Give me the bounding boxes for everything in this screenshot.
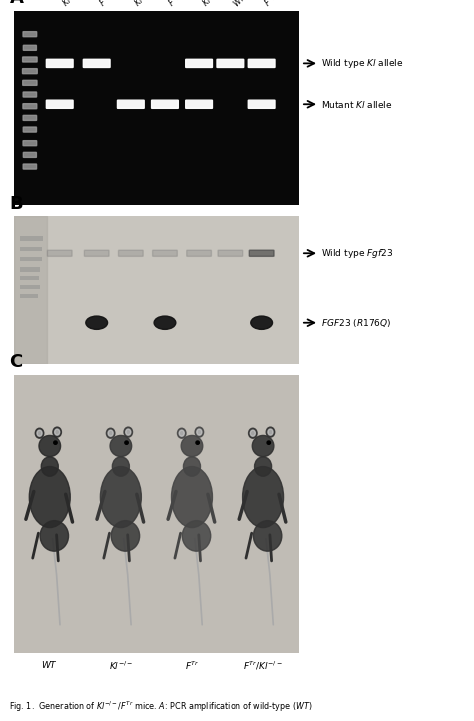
Ellipse shape (266, 427, 275, 437)
Ellipse shape (251, 316, 273, 329)
Text: $Kl^{-/-}$: $Kl^{-/-}$ (109, 659, 133, 671)
Ellipse shape (41, 457, 58, 477)
FancyBboxPatch shape (46, 59, 73, 68)
Text: $F^{Tr}$: $F^{Tr}$ (97, 0, 115, 9)
Text: $F^{Tr}/Kl^{+/-}$: $F^{Tr}/Kl^{+/-}$ (262, 0, 295, 9)
FancyBboxPatch shape (152, 100, 178, 108)
FancyBboxPatch shape (23, 45, 36, 50)
Bar (20, 294, 42, 298)
FancyBboxPatch shape (23, 32, 37, 37)
Ellipse shape (197, 429, 202, 435)
Ellipse shape (255, 457, 272, 477)
Text: B: B (9, 195, 23, 213)
Ellipse shape (40, 521, 69, 551)
FancyBboxPatch shape (218, 250, 243, 257)
Ellipse shape (179, 430, 184, 436)
Ellipse shape (106, 428, 115, 438)
Ellipse shape (111, 521, 140, 551)
Ellipse shape (268, 429, 273, 435)
Ellipse shape (124, 427, 133, 437)
Ellipse shape (100, 466, 141, 528)
Text: Fig. 1.  Generation of $Kl^{-/-}$/$F^{Tr}$ mice. $A$: PCR amplification of wild-: Fig. 1. Generation of $Kl^{-/-}$/$F^{Tr}… (9, 699, 313, 714)
Bar (20, 286, 40, 289)
Bar (20, 267, 39, 272)
FancyBboxPatch shape (248, 100, 275, 108)
Ellipse shape (183, 457, 201, 477)
Ellipse shape (35, 428, 44, 438)
Ellipse shape (86, 316, 108, 329)
Bar (20, 257, 41, 261)
Text: $WT$: $WT$ (41, 659, 58, 670)
Text: Mutant $Kl$ allele: Mutant $Kl$ allele (321, 99, 392, 110)
FancyBboxPatch shape (186, 100, 212, 108)
Ellipse shape (182, 521, 211, 551)
Ellipse shape (252, 435, 274, 456)
Text: $Kl^{+/-}$: $Kl^{+/-}$ (60, 0, 83, 9)
FancyBboxPatch shape (83, 59, 110, 68)
FancyBboxPatch shape (186, 59, 212, 68)
Text: Wild type $Fgf23$: Wild type $Fgf23$ (321, 247, 393, 260)
Ellipse shape (39, 435, 61, 456)
Text: $F^{Tr}/Kl^{-/-}$: $F^{Tr}/Kl^{-/-}$ (165, 0, 198, 9)
FancyBboxPatch shape (23, 92, 37, 97)
FancyBboxPatch shape (23, 68, 36, 74)
Ellipse shape (181, 435, 203, 456)
Ellipse shape (108, 430, 113, 436)
Ellipse shape (177, 428, 186, 438)
FancyBboxPatch shape (153, 250, 177, 257)
Ellipse shape (195, 427, 204, 437)
Ellipse shape (254, 521, 282, 551)
Ellipse shape (125, 441, 128, 444)
FancyBboxPatch shape (217, 59, 244, 68)
FancyBboxPatch shape (23, 127, 37, 132)
Text: C: C (9, 353, 23, 371)
FancyBboxPatch shape (22, 152, 37, 157)
Ellipse shape (112, 457, 129, 477)
FancyBboxPatch shape (84, 250, 109, 257)
Text: $Kl^{+/-}$: $Kl^{+/-}$ (199, 0, 223, 9)
Ellipse shape (196, 441, 200, 444)
FancyBboxPatch shape (46, 100, 73, 108)
FancyBboxPatch shape (23, 164, 36, 169)
Ellipse shape (154, 316, 176, 329)
Bar (20, 236, 40, 241)
Ellipse shape (54, 441, 57, 444)
Text: $Kl^{-/-}$: $Kl^{-/-}$ (131, 0, 155, 9)
FancyBboxPatch shape (248, 59, 275, 68)
FancyBboxPatch shape (47, 250, 72, 257)
Ellipse shape (53, 427, 62, 437)
Ellipse shape (172, 466, 212, 528)
FancyBboxPatch shape (23, 104, 37, 109)
Bar (20, 276, 42, 280)
FancyBboxPatch shape (23, 57, 36, 62)
Text: Wild type $Kl$ allele: Wild type $Kl$ allele (321, 57, 403, 70)
Ellipse shape (243, 466, 283, 528)
Ellipse shape (267, 441, 271, 444)
Ellipse shape (55, 429, 60, 435)
FancyBboxPatch shape (23, 80, 37, 85)
Ellipse shape (29, 466, 70, 528)
Ellipse shape (37, 430, 42, 436)
FancyBboxPatch shape (118, 250, 143, 257)
Text: $F^{Tr}$: $F^{Tr}$ (185, 659, 199, 671)
FancyBboxPatch shape (23, 141, 36, 146)
Text: $FGF23$ ($R176Q$): $FGF23$ ($R176Q$) (321, 317, 392, 329)
Bar (14, 216, 47, 364)
Text: $F^{Tr}/Kl^{-/-}$: $F^{Tr}/Kl^{-/-}$ (243, 659, 283, 671)
Ellipse shape (250, 430, 255, 436)
FancyBboxPatch shape (23, 115, 37, 120)
Text: A: A (9, 0, 23, 7)
Ellipse shape (126, 429, 131, 435)
Ellipse shape (248, 428, 257, 438)
FancyBboxPatch shape (249, 250, 274, 257)
FancyBboxPatch shape (118, 100, 144, 108)
Text: $WT$: $WT$ (230, 0, 248, 9)
Ellipse shape (110, 435, 132, 456)
Bar (20, 247, 38, 251)
FancyBboxPatch shape (187, 250, 211, 257)
